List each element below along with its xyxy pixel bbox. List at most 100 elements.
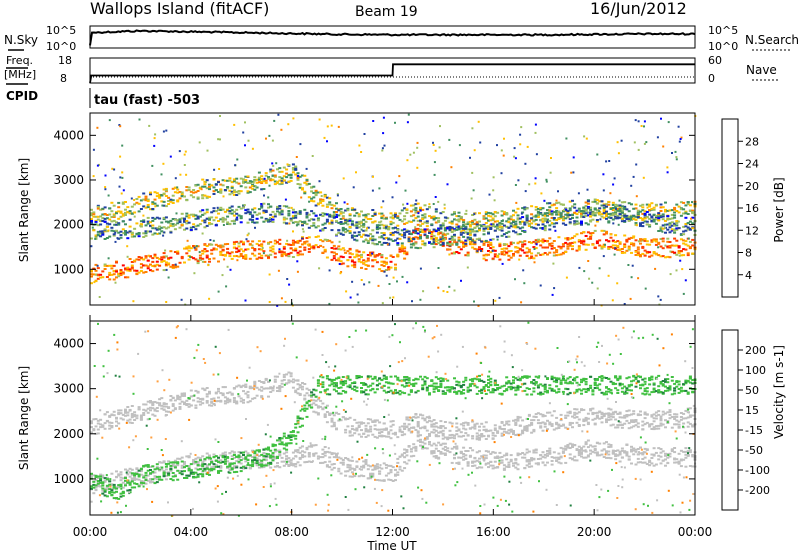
heatmap-scatter-cell (121, 171, 124, 174)
heatmap-cell (400, 469, 404, 472)
heatmap-cell (688, 204, 692, 207)
heatmap-cell (273, 456, 277, 459)
heatmap-cell (532, 449, 536, 452)
heatmap-cell (319, 461, 323, 464)
heatmap-cell (262, 180, 266, 183)
heatmap-cell (459, 233, 463, 236)
heatmap-cell (575, 448, 579, 451)
heatmap-scatter-cell (415, 199, 418, 202)
heatmap-cell (630, 242, 633, 245)
heatmap-cell (462, 235, 466, 238)
heatmap-cell (691, 244, 695, 247)
heatmap-cell (371, 242, 375, 245)
heatmap-cell (439, 452, 443, 455)
heatmap-cell (355, 253, 359, 256)
heatmap-cell (226, 187, 230, 190)
heatmap-scatter-cell (445, 216, 448, 219)
heatmap-cell (605, 451, 608, 454)
heatmap-scatter-cell (195, 245, 198, 248)
heatmap-cell (668, 231, 672, 234)
heatmap-cell (230, 212, 234, 215)
heatmap-cell (380, 270, 384, 272)
heatmap-cell (232, 399, 236, 402)
heatmap-cell (600, 247, 604, 250)
heatmap-cell (294, 221, 298, 223)
heatmap-scatter-cell (345, 290, 348, 293)
heatmap-cell (242, 255, 245, 258)
heatmap-cell (350, 459, 354, 462)
heatmap-cell (666, 245, 670, 248)
heatmap-cell (443, 452, 447, 455)
heatmap-cell (432, 228, 436, 231)
heatmap-cell (353, 231, 357, 234)
heatmap-cell (623, 207, 627, 210)
heatmap-cell (167, 196, 171, 199)
heatmap-cell (146, 474, 150, 477)
heatmap-cell (600, 449, 604, 452)
heatmap-cell (341, 459, 345, 461)
heatmap-cell (305, 392, 309, 395)
heatmap-cell (500, 234, 504, 237)
heatmap-scatter-cell (630, 184, 633, 187)
heatmap-cell (571, 236, 574, 239)
heatmap-cell (276, 464, 279, 467)
heatmap-cell (525, 451, 529, 454)
heatmap-cell (330, 207, 334, 210)
heatmap-cell (137, 478, 141, 481)
heatmap-cell (232, 189, 236, 192)
heatmap-cell (350, 434, 354, 437)
heatmap-cell (144, 255, 148, 258)
heatmap-scatter-cell (657, 295, 660, 298)
heatmap-cell (541, 246, 545, 249)
heatmap-cell (561, 222, 565, 225)
heatmap-scatter-cell (583, 135, 586, 138)
heatmap-cell (421, 218, 425, 220)
heatmap-scatter-cell (642, 176, 645, 179)
heatmap-cell (657, 215, 661, 218)
heatmap-cell (378, 428, 382, 431)
heatmap-cell (339, 218, 343, 220)
heatmap-cell (269, 386, 273, 389)
heatmap-cell (664, 458, 667, 461)
heatmap-cell (675, 203, 679, 206)
heatmap-cell (155, 256, 159, 259)
heatmap-cell (369, 430, 373, 433)
heatmap-cell (668, 256, 672, 259)
heatmap-cell (205, 401, 209, 404)
heatmap-cell (212, 257, 216, 260)
heatmap-cell (384, 227, 388, 230)
heatmap-cell (534, 227, 538, 230)
heatmap-cell (378, 212, 382, 215)
heatmap-cell (380, 256, 384, 259)
heatmap-cell (475, 248, 479, 251)
heatmap-cell (208, 183, 211, 186)
heatmap-cell (314, 403, 318, 406)
heatmap-cell (416, 210, 420, 213)
heatmap-scatter-cell (107, 194, 110, 197)
heatmap-cell (623, 213, 627, 216)
heatmap-cell (337, 221, 341, 224)
heatmap-cell (90, 214, 93, 217)
heatmap-cell (103, 264, 107, 267)
heatmap-cell (555, 251, 559, 254)
heatmap-cell (144, 482, 148, 485)
heatmap-cell (573, 444, 577, 447)
heatmap-cell (487, 214, 490, 217)
heatmap-scatter-cell (391, 196, 394, 199)
heatmap-cell (94, 418, 98, 420)
heatmap-cell (226, 208, 230, 211)
heatmap-cell (434, 230, 438, 233)
heatmap-cell (101, 213, 105, 216)
heatmap-cell (346, 259, 350, 261)
heatmap-cell (500, 251, 504, 253)
heatmap-cell (375, 254, 379, 257)
heatmap-cell (611, 201, 615, 204)
heatmap-cell (607, 216, 611, 219)
heatmap-cell (330, 463, 334, 466)
heatmap-cell (119, 412, 123, 415)
heatmap-cell (251, 183, 255, 186)
heatmap-cell (314, 411, 318, 414)
heatmap-cell (391, 234, 395, 237)
heatmap-scatter-cell (133, 215, 136, 218)
heatmap-cell (137, 256, 141, 258)
